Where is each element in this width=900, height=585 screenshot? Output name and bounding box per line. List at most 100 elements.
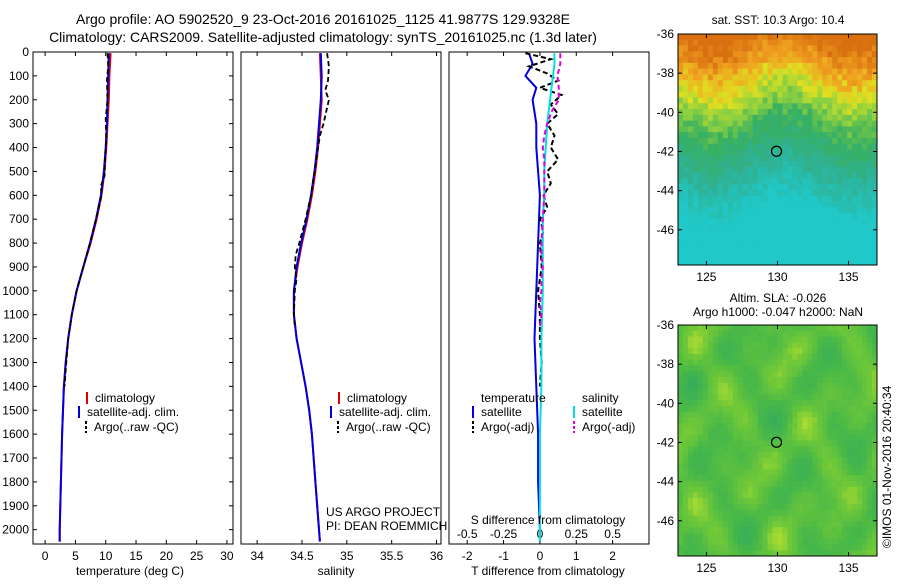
- map-cell: [837, 143, 843, 150]
- map-cell: [747, 91, 754, 98]
- map-cell: [777, 97, 783, 104]
- map-cell: [812, 388, 818, 395]
- map-cell: [842, 218, 848, 225]
- map-cell: [872, 515, 877, 522]
- map-cell: [792, 463, 798, 470]
- map-cell: [732, 417, 739, 424]
- map-cell: [697, 515, 704, 522]
- map-cell: [762, 241, 768, 249]
- map-cell: [772, 452, 778, 459]
- map-cell: [822, 143, 828, 150]
- temperature-axis-ticks: 0 5 10 15 20 25 30: [42, 52, 234, 563]
- map-cell: [812, 57, 818, 64]
- map-cell: [782, 80, 788, 87]
- map-cell: [732, 486, 739, 493]
- map-cell: [852, 120, 858, 127]
- map-cell: [697, 330, 704, 337]
- map-cell: [842, 469, 848, 476]
- map-cell: [697, 85, 704, 93]
- map-cell: [802, 475, 808, 482]
- map-cell: [712, 538, 719, 545]
- map-cell: [722, 201, 729, 208]
- map-cell: [812, 241, 818, 249]
- map-cell: [722, 417, 729, 424]
- map-cell: [827, 348, 833, 355]
- map-cell: [762, 509, 768, 516]
- map-cell: [712, 550, 719, 556]
- map-cell: [852, 85, 858, 93]
- map-cell: [757, 68, 763, 75]
- map-cell: [837, 45, 843, 52]
- map-cell: [867, 388, 873, 395]
- map-cell: [687, 259, 694, 265]
- figure-title-line-1: Argo profile: AO 5902520_9 23-Oct-2016 2…: [76, 11, 570, 27]
- map-cell: [752, 400, 759, 407]
- map-cell: [812, 51, 818, 58]
- map-cell: [687, 114, 694, 122]
- map-cell: [692, 394, 699, 401]
- map-cell: [782, 434, 788, 441]
- map-cell: [707, 532, 714, 540]
- map-cell: [717, 336, 724, 343]
- map-cell: [707, 457, 714, 465]
- map-cell: [752, 469, 759, 476]
- map-cell: [692, 155, 699, 162]
- map-cell: [707, 446, 714, 453]
- map-cell: [752, 365, 759, 372]
- map-cell: [857, 109, 863, 116]
- map-cell: [782, 538, 788, 545]
- map-cell: [717, 241, 724, 249]
- map-cell: [762, 434, 768, 441]
- map-cell: [692, 411, 699, 418]
- map-cell: [867, 348, 873, 355]
- map-cell: [832, 247, 838, 254]
- map-cell: [842, 400, 848, 407]
- map-cell: [807, 247, 813, 254]
- map-cell: [842, 91, 848, 98]
- map-cell: [867, 440, 873, 447]
- map-cell: [772, 550, 778, 556]
- map-cell: [867, 103, 873, 110]
- map-cell: [847, 504, 853, 511]
- map-cell: [717, 544, 724, 551]
- map-cell: [822, 463, 828, 470]
- map-cell: [847, 74, 853, 81]
- map-cell: [757, 336, 763, 343]
- map-cell: [792, 74, 798, 81]
- map-cell: [727, 371, 734, 378]
- map-cell: [712, 504, 719, 511]
- map-cell: [678, 68, 684, 75]
- depth-tick-label: 800: [9, 236, 29, 250]
- map-cell: [767, 120, 773, 127]
- map-cell: [678, 359, 684, 366]
- map-cell: [772, 527, 778, 534]
- map-cell: [697, 336, 704, 343]
- map-cell: [702, 423, 709, 430]
- map-cell: [862, 504, 868, 511]
- map-cell: [787, 382, 793, 389]
- depth-tick-label: 200: [9, 93, 29, 107]
- map-cell: [782, 469, 788, 476]
- map-cell: [867, 91, 873, 98]
- map-cell: [817, 57, 823, 64]
- map-cell: [827, 178, 833, 185]
- map-cell: [678, 475, 684, 482]
- map-cell: [812, 330, 818, 337]
- map-cell: [697, 155, 704, 162]
- map-cell: [752, 103, 759, 110]
- map-cell: [822, 51, 828, 58]
- map-cell: [862, 114, 868, 122]
- map-cell: [867, 353, 873, 361]
- map-cell: [862, 521, 868, 528]
- map-cell: [782, 97, 788, 104]
- map-cell: [852, 253, 858, 260]
- map-cell: [747, 428, 754, 436]
- map-cell: [752, 394, 759, 401]
- map-cell: [692, 365, 699, 372]
- map-cell: [712, 423, 719, 430]
- map-cell: [872, 259, 877, 265]
- map-cell: [772, 325, 778, 332]
- map-cell: [852, 376, 858, 384]
- map-cell: [857, 538, 863, 545]
- map-cell: [752, 62, 759, 70]
